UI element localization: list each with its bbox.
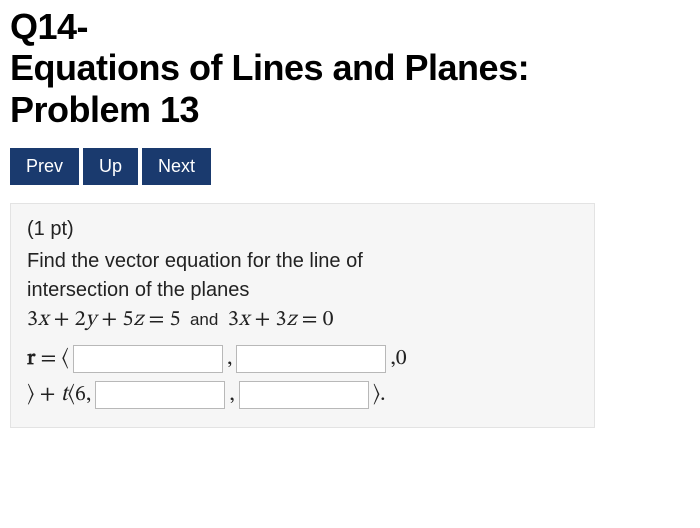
points-label: (1 pt)	[27, 218, 578, 241]
answer-row-1: r = ⟨ , ,0	[27, 345, 578, 373]
blank-1-input[interactable]	[73, 345, 223, 373]
blank-2-input[interactable]	[236, 345, 386, 373]
plane-equations: 3x + 2y + 5z = 5 and 3x + 3z = 0	[27, 305, 578, 337]
heading-line3: Problem 13	[10, 89, 199, 130]
third-component: ,0	[390, 345, 406, 373]
blank-3-input[interactable]	[95, 381, 225, 409]
close-plus-t: ⟩ + t⟨6,	[27, 381, 91, 409]
heading-line2: Equations of Lines and Planes:	[10, 47, 529, 88]
plane1-equation: 3x + 2y + 5z = 5	[27, 309, 180, 331]
and-word: and	[186, 310, 222, 329]
comma-1: ,	[227, 345, 232, 373]
prompt-line-2: intersection of the planes	[27, 276, 578, 305]
blank-4-input[interactable]	[239, 381, 369, 409]
plane2-equation: 3x + 3z = 0	[228, 309, 334, 331]
answer-row-2: ⟩ + t⟨6, , ⟩.	[27, 381, 578, 409]
page-heading: Q14- Equations of Lines and Planes: Prob…	[0, 0, 700, 148]
prev-button[interactable]: Prev	[10, 148, 79, 185]
nav-bar: Prev Up Next	[0, 148, 700, 203]
heading-line1: Q14-	[10, 6, 88, 47]
close-final: ⟩.	[373, 381, 386, 409]
next-button[interactable]: Next	[142, 148, 211, 185]
comma-2: ,	[229, 381, 234, 409]
up-button[interactable]: Up	[83, 148, 138, 185]
r-prefix: r = ⟨	[27, 345, 69, 373]
prompt-line-1: Find the vector equation for the line of	[27, 247, 578, 276]
problem-box: (1 pt) Find the vector equation for the …	[10, 203, 595, 428]
